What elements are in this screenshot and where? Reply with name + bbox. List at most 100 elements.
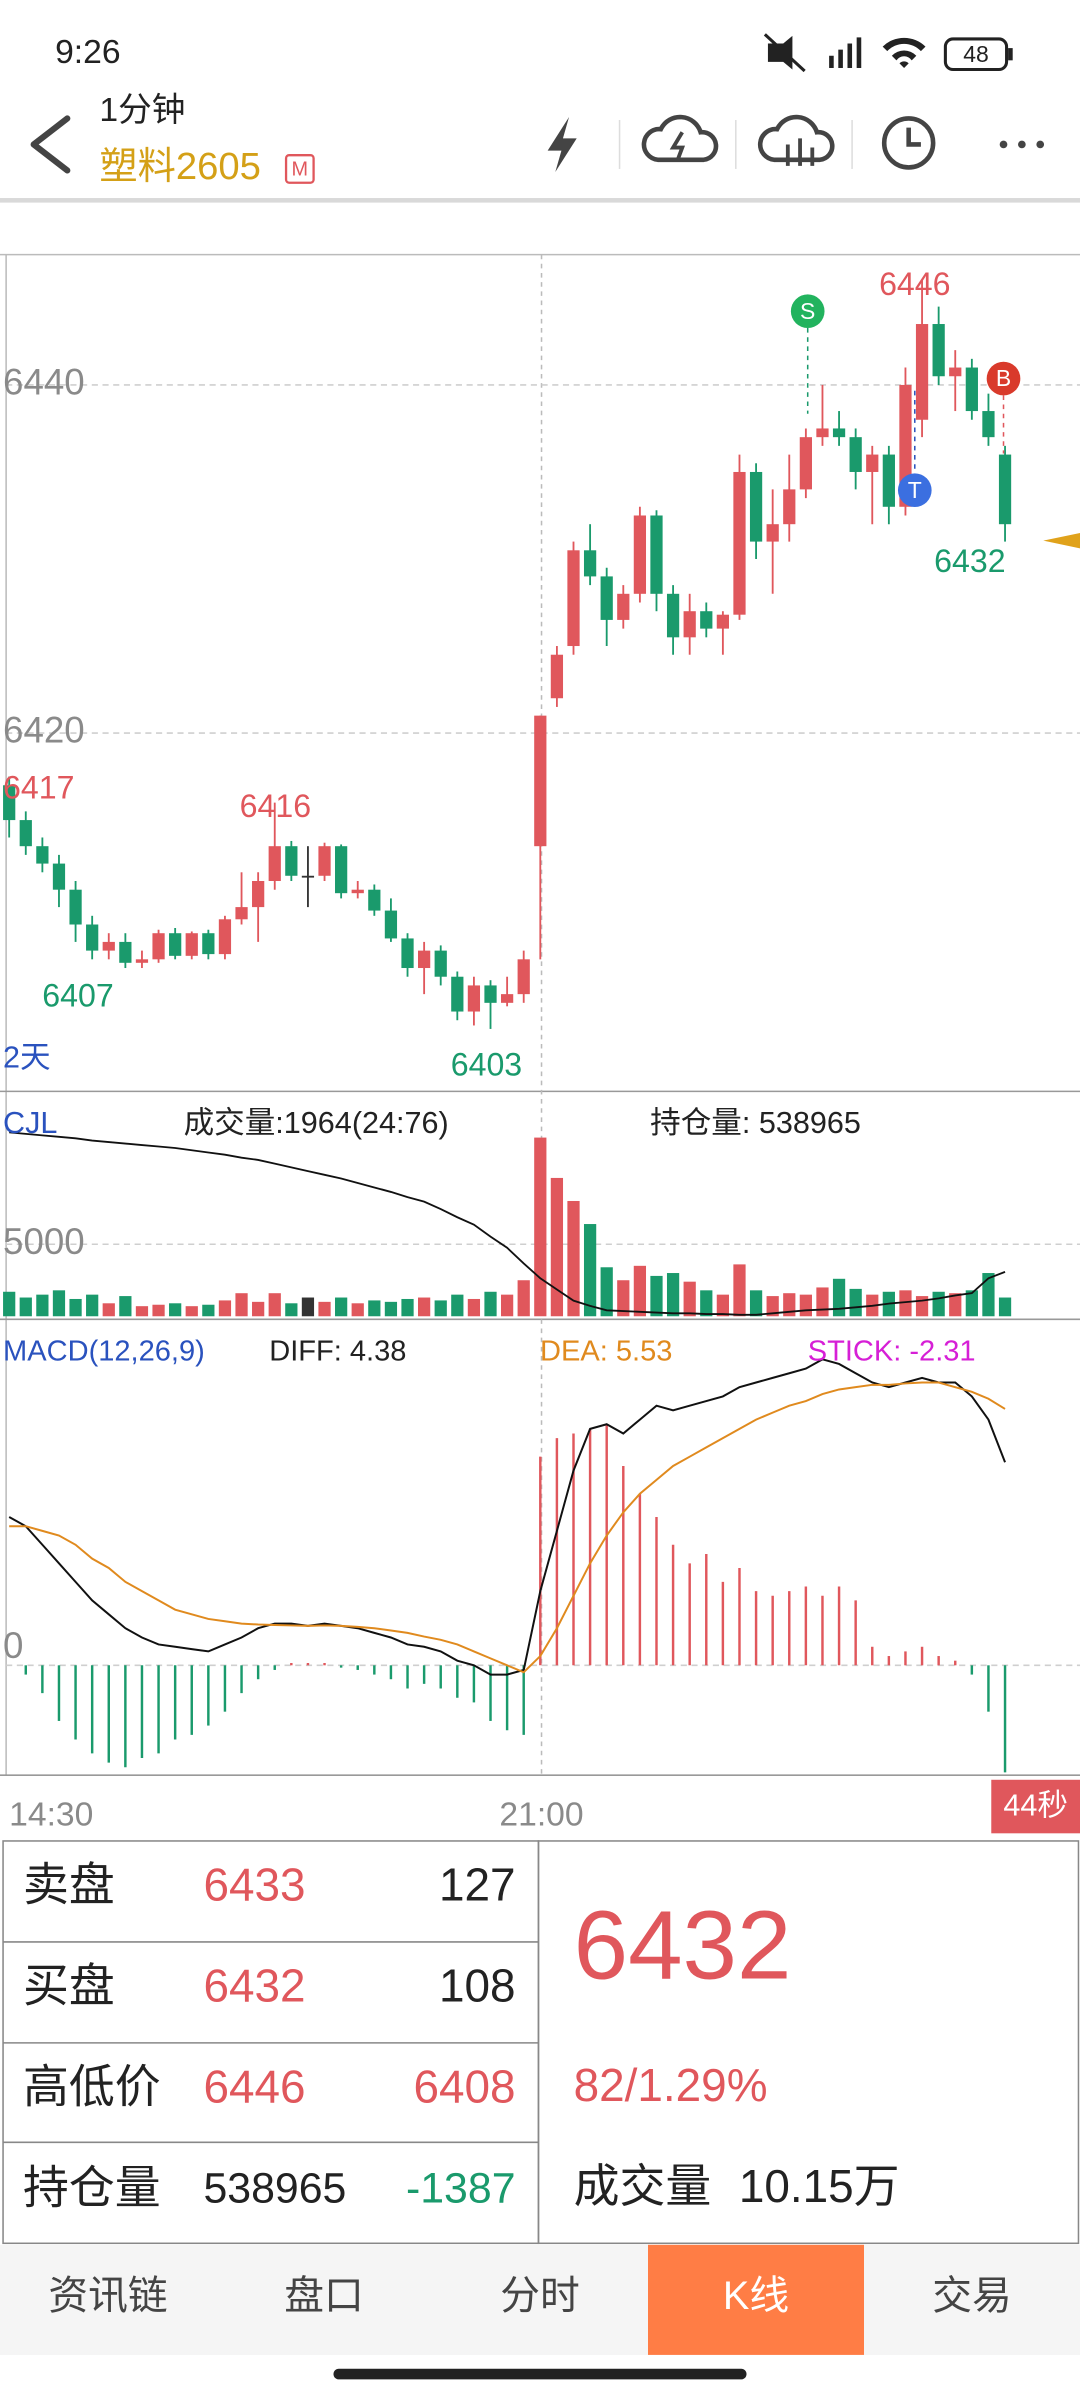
candle-body [550,654,564,699]
candle-body [600,576,613,620]
low-price: 6408 [413,2060,515,2112]
dot [999,140,1008,149]
candle-body [384,910,398,939]
volume-bar [816,1287,829,1317]
volume-bar [52,1290,66,1317]
volume-bar [915,1296,929,1317]
volume-bar [235,1293,248,1317]
candle-body [799,437,812,490]
diff-label: DIFF: 4.38 [269,1336,406,1368]
candle-body [202,933,215,955]
open-interest-change: -1387 [406,2165,516,2213]
candle-body [119,941,132,963]
y-tick-label: 5000 [3,1221,85,1262]
volume-bar [484,1291,497,1317]
active-tab-background [648,2244,864,2355]
bid-price: 6432 [203,1959,305,2011]
volume-bar [799,1294,812,1317]
tab[interactable]: K线 [723,2274,789,2318]
candle-body [816,428,829,438]
volume-label: 成交量 [574,2160,712,2212]
volume-bar [982,1273,995,1317]
volume-bar [932,1291,945,1317]
indicator-name[interactable]: MACD(12,26,9) [3,1336,205,1368]
cloud-sync-bars [785,138,815,166]
candle-body [517,959,530,995]
candle-body [749,471,763,542]
volume-bar [119,1296,132,1317]
flash-icon[interactable] [547,116,577,173]
tab[interactable]: 分时 [500,2274,580,2318]
signal-text: T [908,477,922,503]
candle-body [949,367,962,377]
tabs: 资讯链 盘口 分时 K线 交易 [48,2244,1012,2355]
volume-bar [965,1290,978,1317]
candle-body [451,976,464,1012]
tab[interactable]: 交易 [932,2274,1012,2318]
open-interest-line [9,1131,1006,1316]
volume-bar [19,1297,32,1317]
volume-bar [567,1200,580,1317]
ask-volume: 127 [439,1859,516,1911]
candle-body [301,875,315,878]
indicator-name[interactable]: CJL [3,1106,57,1140]
volume-bar [169,1303,182,1317]
battery-tip [1008,48,1013,61]
battery-level: 48 [963,41,989,67]
open-interest: 538965 [203,2165,346,2213]
signal-bar [847,43,853,68]
current-price-pointer [1043,533,1080,549]
countdown-box [991,1779,1080,1834]
volume-bar [185,1306,198,1317]
candle-body [716,614,729,629]
volume-bar [368,1300,381,1317]
price-label: 6417 [3,770,74,806]
candle-body [583,550,597,577]
candle-body [19,820,32,847]
stick-label: STICK: -2.31 [808,1336,976,1368]
candle-body [152,933,165,960]
volume-bar [550,1177,564,1317]
candle-body [335,846,348,894]
candle-body [633,515,647,594]
dea-label: DEA: 5.53 [540,1336,672,1368]
signal-bar [856,37,862,68]
volume-bar [135,1306,149,1317]
cloud-sync-icon[interactable] [757,114,835,163]
y-tick-label: 0 [3,1625,23,1666]
candle-body [368,889,381,911]
more-button[interactable] [999,140,1045,149]
tab[interactable]: 盘口 [284,2274,364,2318]
volume-bar [749,1290,763,1317]
volume-bar [500,1294,514,1317]
candle-body [36,846,49,864]
candle-body [252,880,265,908]
candle-body [915,324,929,420]
clock-hands [906,127,921,147]
row-label: 持仓量 [23,2161,161,2213]
volume-bar [102,1303,115,1317]
range-label[interactable]: 2天 [3,1040,51,1074]
volume-bar [700,1290,713,1317]
dot [1036,140,1045,149]
home-indicator[interactable] [333,2368,747,2380]
candle-body [218,919,232,955]
clock-icon[interactable] [881,116,936,170]
cloud-flash-icon[interactable] [641,114,719,163]
header-border [0,198,1080,203]
back-button[interactable] [30,115,71,174]
candle-body [52,863,66,890]
mute-slash [763,33,806,73]
candle-body [766,524,779,542]
price-change: 82/1.29% [574,2059,768,2111]
volume-bar [401,1298,414,1317]
candle-body [3,785,16,821]
candle-body [866,454,879,472]
status-bar: 9:26 48 [55,33,1013,73]
volume-bar [683,1281,696,1317]
wifi-icon [882,37,926,68]
clock: 9:26 [55,34,120,71]
tab[interactable]: 资讯链 [48,2274,167,2318]
candle-body [418,950,431,969]
candle-body [102,941,115,951]
